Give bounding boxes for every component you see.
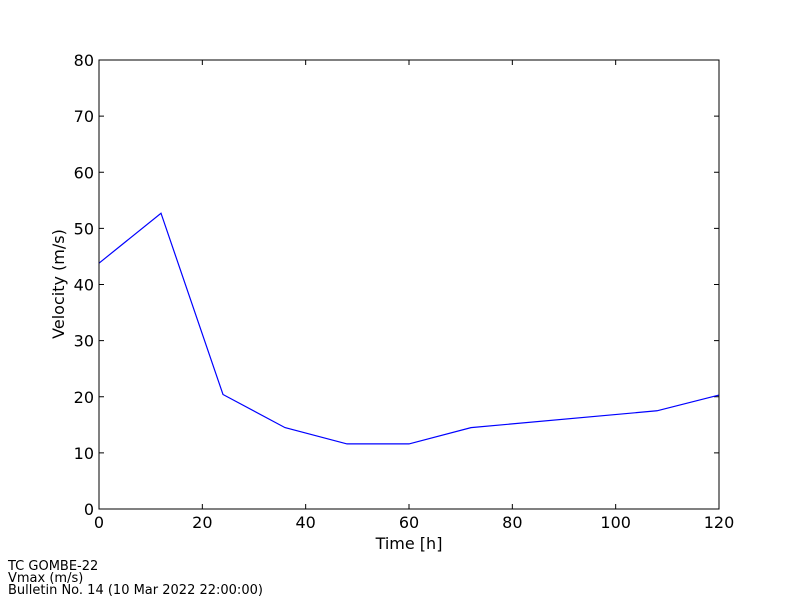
y-tick-label: 0 (84, 500, 94, 519)
x-tick-label: 40 (295, 513, 315, 532)
x-tick-label: 0 (94, 513, 104, 532)
footer-line: Bulletin No. 14 (10 Mar 2022 22:00:00) (8, 583, 263, 598)
y-axis-label: Velocity (m/s) (49, 229, 68, 339)
y-tick-label: 60 (74, 163, 94, 182)
x-tick-label: 100 (600, 513, 631, 532)
footer-line: TC GOMBE-22 (7, 559, 98, 574)
y-tick-label: 80 (74, 51, 94, 70)
data-line (98, 212, 720, 445)
x-axis-label: Time [h] (375, 534, 443, 553)
y-tick-label: 70 (74, 107, 94, 126)
y-tick-label: 30 (74, 332, 94, 351)
y-tick-label: 40 (74, 276, 94, 295)
x-tick-label: 60 (399, 513, 419, 532)
y-tick-label: 50 (74, 219, 94, 238)
y-tick-label: 10 (74, 444, 94, 463)
plot-frame (98, 59, 720, 510)
x-tick-label: 80 (502, 513, 522, 532)
footer-line: Vmax (m/s) (8, 571, 83, 586)
y-tick-label: 20 (74, 388, 94, 407)
x-tick-label: 20 (192, 513, 212, 532)
x-tick-label: 120 (704, 513, 735, 532)
